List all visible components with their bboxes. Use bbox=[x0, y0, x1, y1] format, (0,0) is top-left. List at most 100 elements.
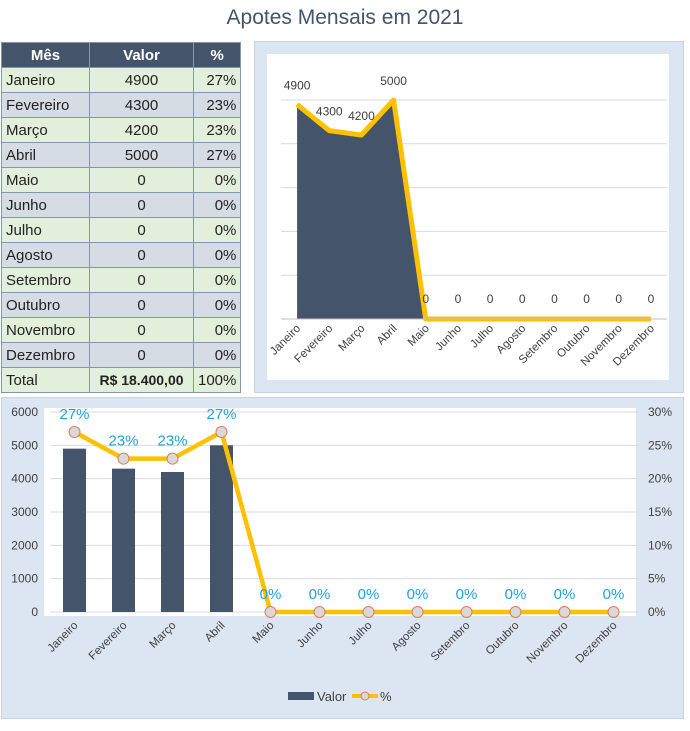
table-row: Agosto 0 0% bbox=[1, 242, 242, 268]
data-label: 0 bbox=[455, 292, 462, 306]
legend-line-label: % bbox=[380, 689, 392, 704]
x-tick-label: Setembro bbox=[429, 620, 473, 664]
cell-value: 4200 bbox=[89, 117, 194, 143]
x-tick-label: Julho bbox=[347, 620, 375, 648]
bar bbox=[112, 468, 135, 612]
percent-marker bbox=[460, 606, 473, 618]
area-chart-panel: 4900 4300 4200 5000 0 0 0 0 0 0 0 0 Janeiro Fevereiro… bbox=[254, 41, 684, 393]
percent-marker bbox=[607, 606, 620, 618]
percent-data-label: 0% bbox=[603, 586, 625, 603]
x-tick-label: Abril bbox=[375, 323, 400, 348]
cell-month: Dezembro bbox=[1, 342, 90, 368]
table-row: Julho 0 0% bbox=[1, 217, 242, 243]
table-row: Fevereiro 4300 23% bbox=[1, 92, 242, 118]
header-mes: Mês bbox=[1, 42, 90, 68]
percent-data-label: 0% bbox=[456, 586, 478, 603]
cell-value: 0 bbox=[89, 192, 194, 218]
percent-marker bbox=[68, 426, 81, 438]
cell-value: 5000 bbox=[89, 142, 194, 168]
cell-percent: 0% bbox=[192, 317, 242, 343]
cell-percent: 0% bbox=[192, 192, 242, 218]
cell-month: Outubro bbox=[1, 292, 90, 318]
cell-month: Novembro bbox=[1, 317, 90, 343]
table-row: Junho 0 0% bbox=[1, 192, 242, 218]
x-tick-label: Abril bbox=[203, 620, 228, 645]
percent-marker bbox=[362, 606, 375, 618]
table-total-row: Total R$ 18.400,00 100% bbox=[1, 367, 242, 393]
legend-bar-swatch bbox=[288, 692, 314, 700]
cell-value: 0 bbox=[89, 292, 194, 318]
percent-data-label: 23% bbox=[108, 433, 138, 450]
data-label: 0 bbox=[615, 292, 622, 306]
percent-marker bbox=[509, 606, 522, 618]
header-valor: Valor bbox=[89, 42, 194, 68]
table-row: Maio 0 0% bbox=[1, 167, 242, 193]
cell-month: Março bbox=[1, 117, 90, 143]
table-row: Abril 5000 27% bbox=[1, 142, 242, 168]
data-label: 4200 bbox=[348, 109, 375, 123]
x-tick-label: Agosto bbox=[390, 620, 424, 654]
percent-data-label: 0% bbox=[260, 586, 282, 603]
y-tick-label: 0 bbox=[31, 605, 38, 619]
y2-tick-label: 10% bbox=[648, 538, 672, 552]
cell-value: 0 bbox=[89, 217, 194, 243]
legend-line-marker bbox=[360, 691, 370, 701]
y-tick-label: 4000 bbox=[11, 472, 38, 486]
percent-marker bbox=[117, 452, 130, 465]
cell-month: Fevereiro bbox=[1, 92, 90, 118]
combo-chart: 0 1000 2000 3000 4000 5000 6000 0% 5% 10% 15% 20% 25… bbox=[11, 405, 672, 704]
y-tick-label: 1000 bbox=[11, 572, 38, 586]
y-tick-label: 5000 bbox=[11, 438, 38, 452]
header-percent: % bbox=[192, 42, 242, 68]
percent-line bbox=[73, 429, 614, 615]
cell-percent: 0% bbox=[192, 167, 242, 193]
x-tick-label: Julho bbox=[468, 323, 496, 351]
cell-percent: 0% bbox=[192, 242, 242, 268]
x-tick-label: Dezembro bbox=[574, 620, 620, 666]
cell-percent: 0% bbox=[192, 292, 242, 318]
percent-marker bbox=[166, 452, 179, 465]
x-tick-label: Outubro bbox=[484, 620, 522, 658]
percent-data-label: 0% bbox=[554, 586, 576, 603]
cell-percent: 0% bbox=[192, 217, 242, 243]
y-tick-label: 3000 bbox=[11, 505, 38, 519]
legend-bar-label: Valor bbox=[317, 689, 347, 704]
cell-month: Abril bbox=[1, 142, 90, 168]
bar bbox=[210, 445, 233, 612]
table-row: Novembro 0 0% bbox=[1, 317, 242, 343]
x-tick-label: Junho bbox=[433, 323, 464, 354]
bar bbox=[63, 448, 86, 612]
cell-percent: 100% bbox=[192, 367, 242, 393]
percent-marker bbox=[411, 606, 424, 618]
y2-tick-label: 5% bbox=[648, 572, 666, 586]
percent-marker bbox=[558, 606, 571, 618]
y2-tick-label: 25% bbox=[648, 438, 672, 452]
combo-chart-panel: 0 1000 2000 3000 4000 5000 6000 0% 5% 10% 15% 20% 25… bbox=[1, 397, 684, 719]
cell-month: Total bbox=[1, 367, 90, 393]
cell-percent: 0% bbox=[192, 267, 242, 293]
data-label: 4300 bbox=[316, 105, 343, 119]
table-row: Janeiro 4900 27% bbox=[1, 67, 242, 93]
data-label: 0 bbox=[487, 292, 494, 306]
cell-month: Junho bbox=[1, 192, 90, 218]
table-row: Setembro 0 0% bbox=[1, 267, 242, 293]
cell-value: R$ 18.400,00 bbox=[89, 367, 194, 393]
data-label: 0 bbox=[519, 292, 526, 306]
area-series bbox=[297, 100, 651, 319]
y2-tick-label: 30% bbox=[648, 405, 672, 419]
percent-marker bbox=[264, 606, 277, 618]
cell-percent: 23% bbox=[192, 92, 242, 118]
cell-month: Janeiro bbox=[1, 67, 90, 93]
x-tick-label: Março bbox=[148, 620, 179, 651]
y2-tick-label: 15% bbox=[648, 505, 672, 519]
bar bbox=[161, 472, 184, 612]
cell-value: 4300 bbox=[89, 92, 194, 118]
x-tick-label: Março bbox=[336, 323, 367, 354]
data-label: 4900 bbox=[284, 78, 311, 92]
cell-month: Setembro bbox=[1, 267, 90, 293]
percent-data-label: 0% bbox=[407, 586, 429, 603]
cell-value: 0 bbox=[89, 242, 194, 268]
x-tick-label: Fevereiro bbox=[87, 620, 130, 663]
cell-value: 0 bbox=[89, 342, 194, 368]
